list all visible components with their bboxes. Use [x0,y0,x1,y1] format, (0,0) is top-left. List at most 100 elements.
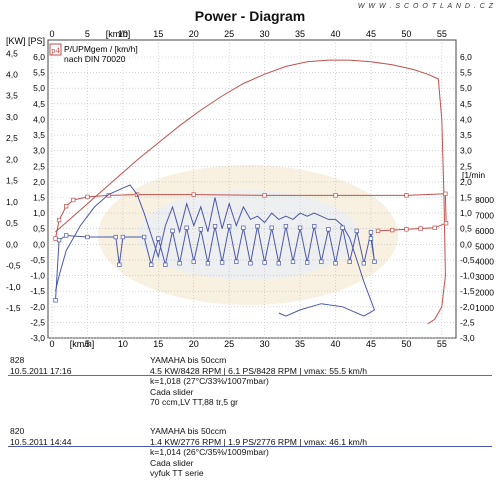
kw-tick-label: 2,0 [6,154,18,164]
rpm-marker-820 [191,259,196,264]
rpm-marker-828 [71,197,76,203]
rpm-marker-820 [347,259,352,264]
rpm-marker-828 [56,217,62,223]
ps-tick-label-right: -1,0 [460,271,475,281]
run-result-line: 4.5 KW/8428 RPM | 6.1 PS/8428 RPM | vmax… [150,365,368,376]
run-date: 10.5.2011 17:16 [10,365,72,376]
run-date: 10.5.2011 14:44 [10,436,72,447]
x-tick-label-top: 5 [85,29,90,39]
x-tick-label-top: 20 [189,29,199,39]
ps-tick-label-left: 1,0 [33,208,45,218]
rpm-tick-label: 1000 [475,303,494,313]
ps-tick-label-left: 2,5 [33,161,45,171]
rpm-tick-label: 2000 [475,288,494,298]
rpm-axis-unit: [1/min [462,170,485,180]
x-tick-label-top: 25 [224,29,234,39]
rpm-marker-820 [290,259,296,264]
rpm-marker-820 [219,260,225,265]
rpm-marker-828 [443,191,448,196]
rpm-marker-820 [276,261,281,266]
rpm-marker-820 [177,261,182,266]
ps-tick-label-right: -0,5 [460,255,475,265]
power-curve-828 [55,59,446,325]
x-tick-label-top: 50 [401,29,411,39]
rpm-marker-820 [120,234,126,240]
rpm-marker-828 [404,193,409,198]
rpm-marker-820 [333,261,338,266]
rpm-marker-820 [248,261,253,266]
power-diagram-chart: 0055101015152020252530303535404045455050… [6,29,494,349]
rpm-marker-820 [312,224,317,229]
run-correction-line: k=1,018 (27°C/33%/1007mbar) [150,376,269,387]
ps-tick-label-right: -3,0 [460,333,475,343]
x-tick-label-bottom: 25 [224,339,234,349]
kw-tick-label: 0,5 [6,218,18,228]
rpm-tick-label: 8000 [475,195,494,205]
kw-tick-label: 1,0 [6,197,18,207]
ps-tick-label-left: 4,0 [33,114,45,124]
ps-tick-label-right: 5,0 [460,83,472,93]
left-axis-unit-ps: [PS] [28,36,45,46]
x-tick-label-bottom: 5 [85,339,90,349]
ps-tick-label-left: 5,5 [33,68,45,78]
ps-tick-label-right: -2,5 [460,317,475,327]
rpm-marker-820 [170,228,175,234]
legend-line-1: P/UPMgem / [km/h] [64,44,138,54]
run-note-line: Cada slider [150,386,194,397]
rpm-marker-820 [262,260,267,265]
run-vehicle: YAMAHA bis 50ccm [150,426,227,436]
ps-tick-label-left: -1,5 [30,286,45,296]
left-axis-unit-kw: [KW] [6,36,26,46]
rpm-tick-label: 5000 [475,241,494,251]
x-tick-label-bottom: 45 [366,339,376,349]
ps-tick-label-left: 3,0 [33,146,45,156]
x-tick-label-top: 35 [295,29,305,39]
rpm-marker-820 [141,234,147,240]
rpm-marker-820 [255,224,260,229]
rpm-marker-828 [85,194,90,200]
rpm-marker-820 [205,261,211,266]
rpm-marker-828 [418,226,423,231]
rpm-marker-820 [297,225,303,230]
ps-tick-label-left: 1,5 [33,193,45,203]
rpm-marker-828 [333,193,338,198]
x-tick-label-top: 55 [437,29,447,39]
ps-tick-label-right: 2,0 [460,177,472,187]
rpm-marker-820 [361,261,367,266]
logo-watermark [138,190,358,280]
rpm-marker-828 [191,192,196,197]
x-tick-label-bottom: 20 [189,339,199,349]
ps-tick-label-right: -2,0 [460,302,475,312]
rpm-marker-828 [404,227,409,232]
kw-tick-label: 3,5 [6,91,18,101]
rpm-marker-828 [53,236,58,241]
kw-tick-label: 3,0 [6,112,18,122]
rpm-marker-820 [212,224,218,229]
ps-tick-label-right: 4,0 [460,114,472,124]
x-unit-label-bottom: [km/h] [70,339,95,349]
ps-tick-label-right: 2,5 [460,161,472,171]
x-tick-label-bottom: 35 [295,339,305,349]
kw-tick-label: 4,5 [6,48,18,58]
rpm-marker-820 [269,225,274,230]
rpm-marker-820 [368,236,374,241]
ps-tick-label-left: 4,5 [33,99,45,109]
ps-tick-label-right: 0,5 [460,224,472,234]
rpm-marker-820 [319,259,324,264]
x-tick-label-bottom: 40 [331,339,341,349]
x-tick-label-top: 15 [153,29,163,39]
power-curve-820 [55,184,376,317]
ps-tick-label-right: 3,5 [460,130,472,140]
ps-tick-label-right: 3,0 [460,146,472,156]
rpm-marker-820 [85,234,90,240]
rpm-tick-label: 7000 [475,210,494,220]
ps-tick-label-right: -1,5 [460,286,475,296]
rpm-marker-828 [432,225,437,230]
rpm-tick-label: 6000 [475,226,494,236]
rpm-marker-820 [56,237,62,243]
ps-tick-label-right: 0,0 [460,239,472,249]
ps-tick-label-left: -2,5 [30,317,45,327]
rpm-marker-820 [117,262,122,267]
kw-tick-label: -0,5 [6,261,21,271]
